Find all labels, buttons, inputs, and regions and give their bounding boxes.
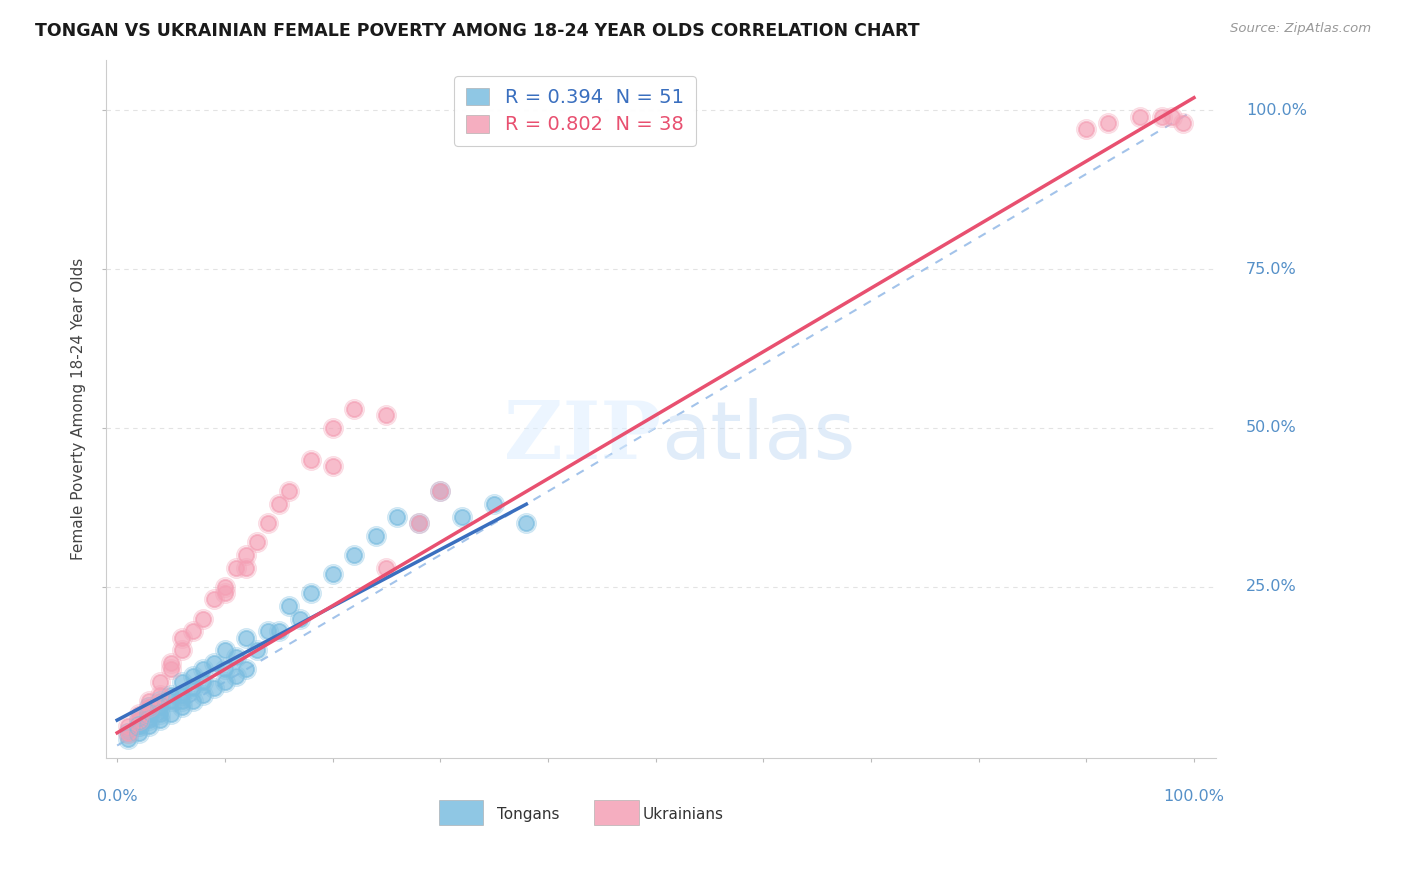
Text: 75.0%: 75.0%: [1246, 261, 1296, 277]
Text: 0.0%: 0.0%: [97, 789, 138, 804]
Text: 50.0%: 50.0%: [1246, 420, 1296, 435]
Legend: R = 0.394  N = 51, R = 0.802  N = 38: R = 0.394 N = 51, R = 0.802 N = 38: [454, 77, 696, 146]
Text: atlas: atlas: [661, 398, 855, 475]
Text: 25.0%: 25.0%: [1246, 579, 1296, 594]
Text: TONGAN VS UKRAINIAN FEMALE POVERTY AMONG 18-24 YEAR OLDS CORRELATION CHART: TONGAN VS UKRAINIAN FEMALE POVERTY AMONG…: [35, 22, 920, 40]
Text: 100.0%: 100.0%: [1164, 789, 1225, 804]
Text: Ukrainians: Ukrainians: [643, 807, 724, 822]
Y-axis label: Female Poverty Among 18-24 Year Olds: Female Poverty Among 18-24 Year Olds: [72, 258, 86, 560]
Text: Source: ZipAtlas.com: Source: ZipAtlas.com: [1230, 22, 1371, 36]
Text: ZIP: ZIP: [503, 398, 661, 475]
FancyBboxPatch shape: [439, 800, 484, 824]
FancyBboxPatch shape: [595, 800, 638, 824]
Text: 100.0%: 100.0%: [1246, 103, 1308, 118]
Text: Tongans: Tongans: [496, 807, 560, 822]
